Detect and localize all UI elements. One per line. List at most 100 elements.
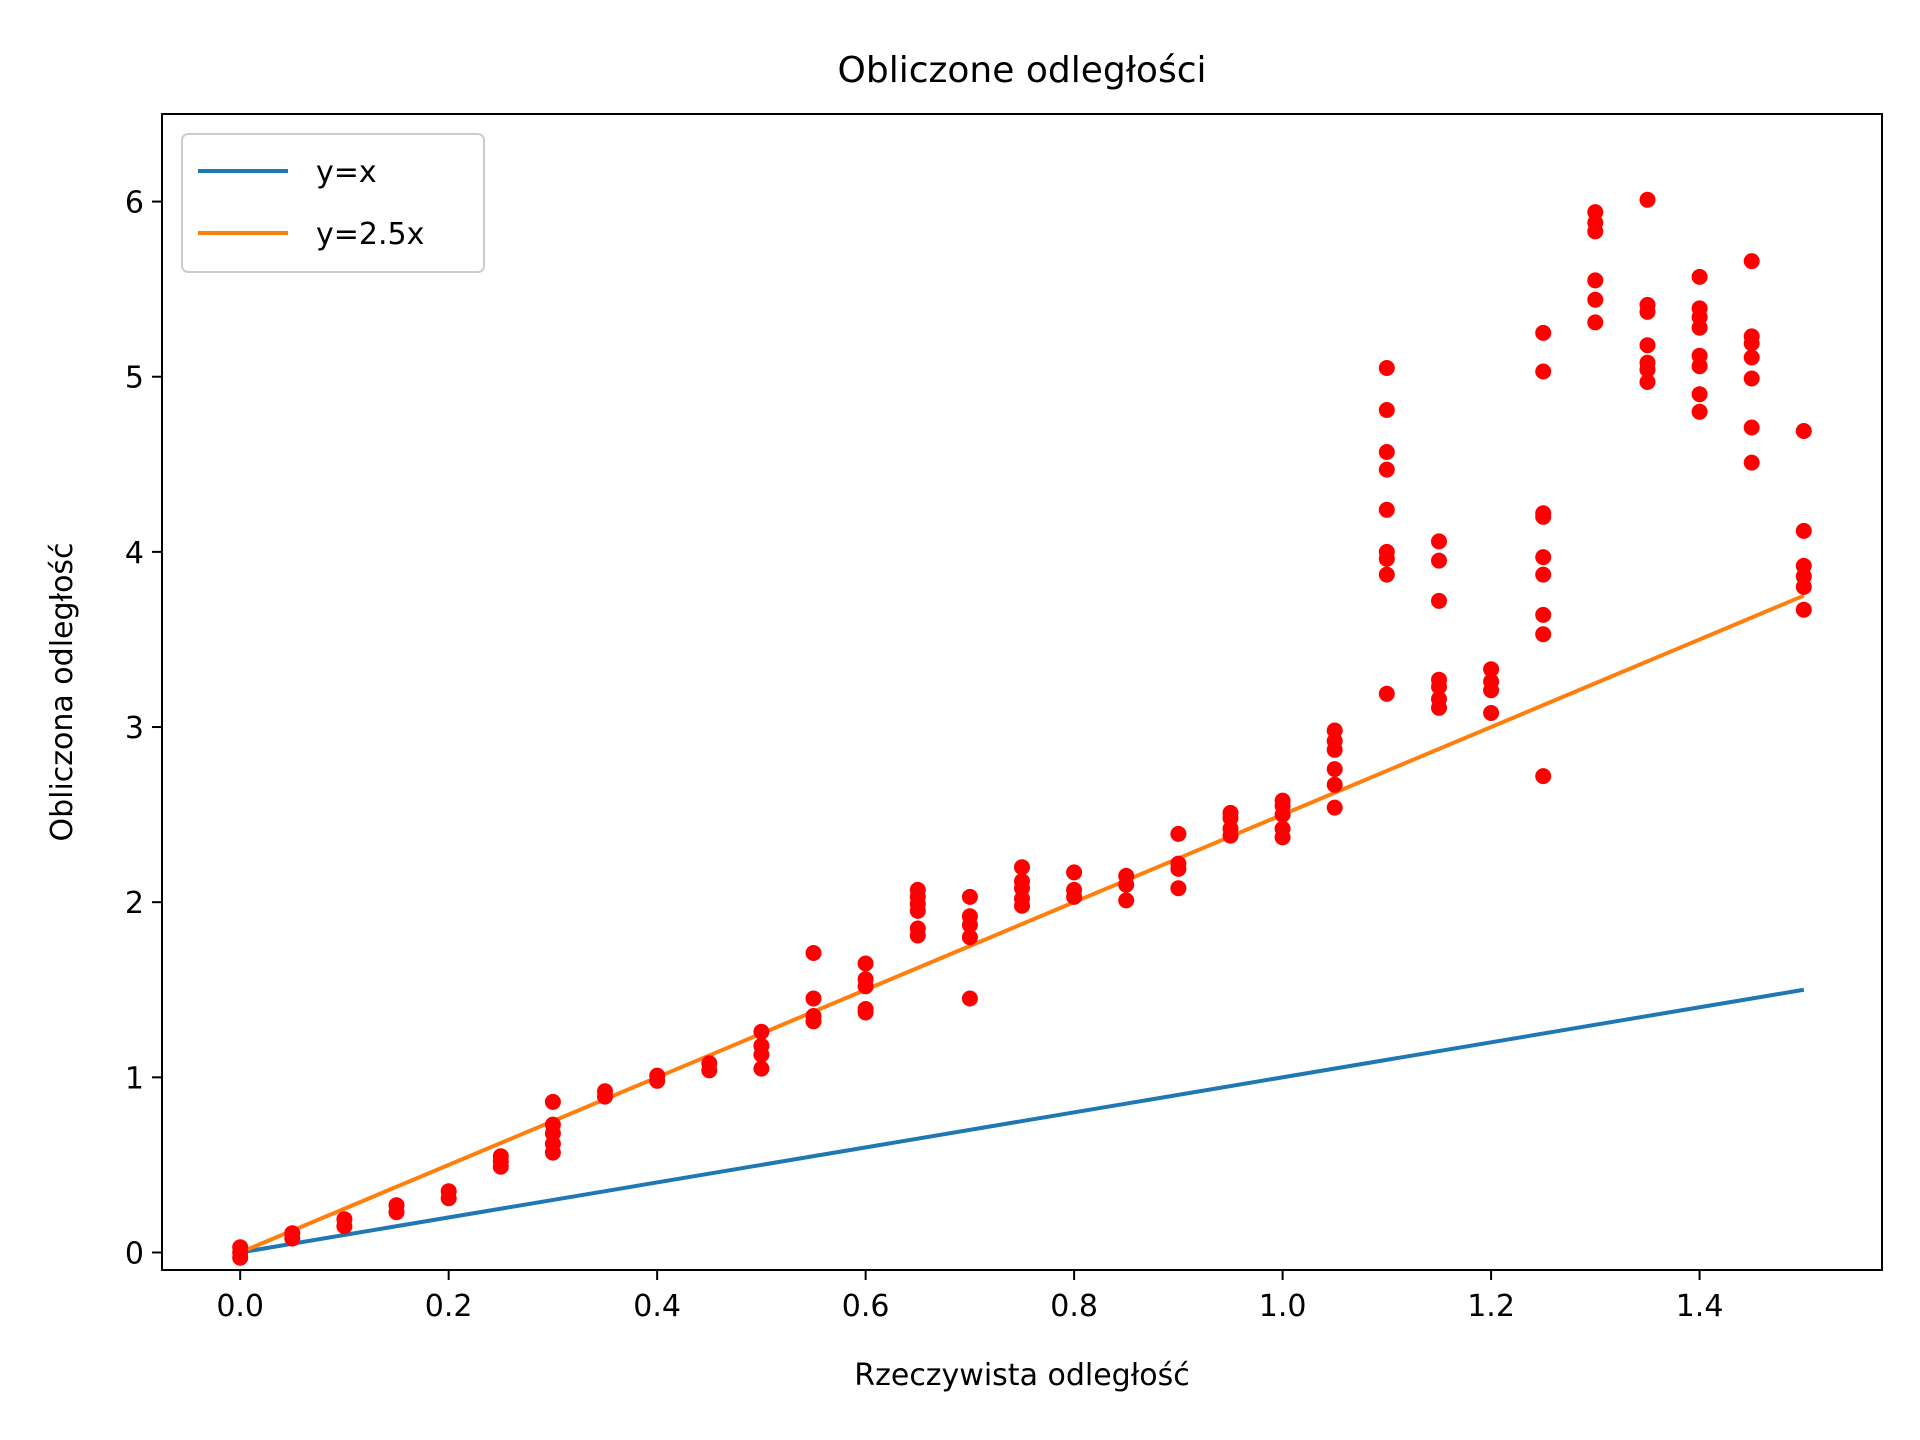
data-point xyxy=(1378,543,1395,560)
data-point xyxy=(597,1083,613,1100)
y-tick-label: 5 xyxy=(125,361,144,396)
data-point xyxy=(1639,374,1656,390)
x-tick-label: 0.4 xyxy=(633,1289,681,1324)
data-point xyxy=(1639,354,1656,371)
data-point xyxy=(649,1067,666,1084)
data-point xyxy=(1535,549,1552,566)
data-point xyxy=(1639,296,1656,313)
data-point xyxy=(232,1239,249,1256)
x-tick-label: 0.6 xyxy=(842,1289,890,1324)
data-point xyxy=(1378,685,1395,702)
data-point xyxy=(1691,300,1708,317)
data-point xyxy=(1170,880,1187,897)
data-point xyxy=(1587,291,1604,308)
data-point xyxy=(1639,337,1656,354)
data-point xyxy=(1118,892,1135,909)
data-point xyxy=(909,920,926,937)
x-axis-label: Rzeczywista odległość xyxy=(854,1358,1189,1393)
data-point xyxy=(1743,253,1760,270)
data-point xyxy=(440,1183,457,1200)
data-point xyxy=(1483,673,1500,690)
data-point xyxy=(805,1008,822,1024)
data-point xyxy=(1639,191,1656,208)
data-point xyxy=(1795,557,1812,574)
data-point xyxy=(1326,776,1343,793)
data-point xyxy=(1326,761,1343,778)
data-point xyxy=(1014,873,1030,890)
data-point xyxy=(1378,444,1395,460)
data-point xyxy=(1535,626,1552,643)
x-tick-label: 1.4 xyxy=(1676,1289,1724,1324)
data-point xyxy=(284,1225,301,1242)
data-point xyxy=(805,990,822,1007)
data-point xyxy=(1743,370,1760,387)
y-tick-label: 0 xyxy=(125,1236,144,1271)
legend-label-y-eq-2-5x: y=2.5x xyxy=(316,217,424,252)
data-point xyxy=(857,1001,874,1017)
data-point xyxy=(1326,722,1343,739)
x-tick-label: 1.0 xyxy=(1259,1289,1307,1324)
data-point xyxy=(1535,363,1552,380)
data-point xyxy=(1535,606,1552,623)
data-point xyxy=(1378,360,1395,376)
data-point xyxy=(1691,403,1708,420)
data-point xyxy=(753,1023,770,1040)
data-point xyxy=(1274,792,1291,809)
data-point xyxy=(1795,601,1812,618)
series-line-y-eq-x xyxy=(239,987,1805,1255)
plot-frame xyxy=(161,113,1883,1271)
data-point xyxy=(1743,419,1760,436)
data-point xyxy=(1587,272,1604,289)
series-line-y-eq-2-5x xyxy=(239,593,1805,1255)
legend-box xyxy=(181,133,485,273)
data-point xyxy=(961,929,978,946)
data-point xyxy=(1431,533,1447,550)
data-point xyxy=(1691,386,1708,403)
data-point xyxy=(961,908,978,925)
data-point xyxy=(1431,691,1447,707)
data-point xyxy=(805,945,822,961)
data-point xyxy=(1691,268,1708,285)
chart-title: Obliczone odległości xyxy=(838,50,1207,91)
x-tick-label: 1.2 xyxy=(1467,1289,1515,1324)
data-point xyxy=(1795,522,1812,539)
data-point xyxy=(1743,349,1760,366)
data-point xyxy=(492,1148,509,1165)
data-point xyxy=(857,971,874,988)
data-point xyxy=(1535,324,1552,341)
data-point xyxy=(1483,661,1500,678)
data-point xyxy=(1795,423,1812,439)
data-point xyxy=(336,1211,353,1228)
data-point xyxy=(1743,454,1760,471)
y-tick-label: 3 xyxy=(125,711,144,746)
data-point xyxy=(1014,859,1030,876)
data-point xyxy=(544,1116,561,1133)
data-point xyxy=(1066,881,1083,898)
data-point xyxy=(857,955,874,972)
data-point xyxy=(701,1055,718,1072)
y-tick-label: 1 xyxy=(125,1061,144,1096)
data-point xyxy=(1170,825,1187,842)
data-point xyxy=(1743,328,1760,345)
data-point xyxy=(753,1037,770,1054)
y-axis: 0 1 2 3 4 5 6 xyxy=(125,186,162,1271)
y-tick-label: 4 xyxy=(125,536,144,571)
data-point xyxy=(1431,592,1447,609)
data-point xyxy=(1535,566,1552,583)
data-point xyxy=(1378,402,1395,418)
data-point xyxy=(1274,820,1291,837)
data-point xyxy=(1378,501,1395,518)
data-point xyxy=(388,1197,405,1214)
y-axis-label: Obliczona odległość xyxy=(45,542,80,841)
data-point xyxy=(961,888,978,905)
data-point xyxy=(1170,855,1187,872)
data-point xyxy=(544,1093,561,1110)
data-point xyxy=(1326,799,1343,816)
y-tick-label: 2 xyxy=(125,886,144,921)
data-point xyxy=(1587,204,1604,221)
legend: y=x y=2.5x xyxy=(181,133,485,273)
x-tick-label: 0.0 xyxy=(216,1289,264,1324)
x-tick-label: 0.8 xyxy=(1050,1289,1098,1324)
data-point xyxy=(1378,461,1395,478)
